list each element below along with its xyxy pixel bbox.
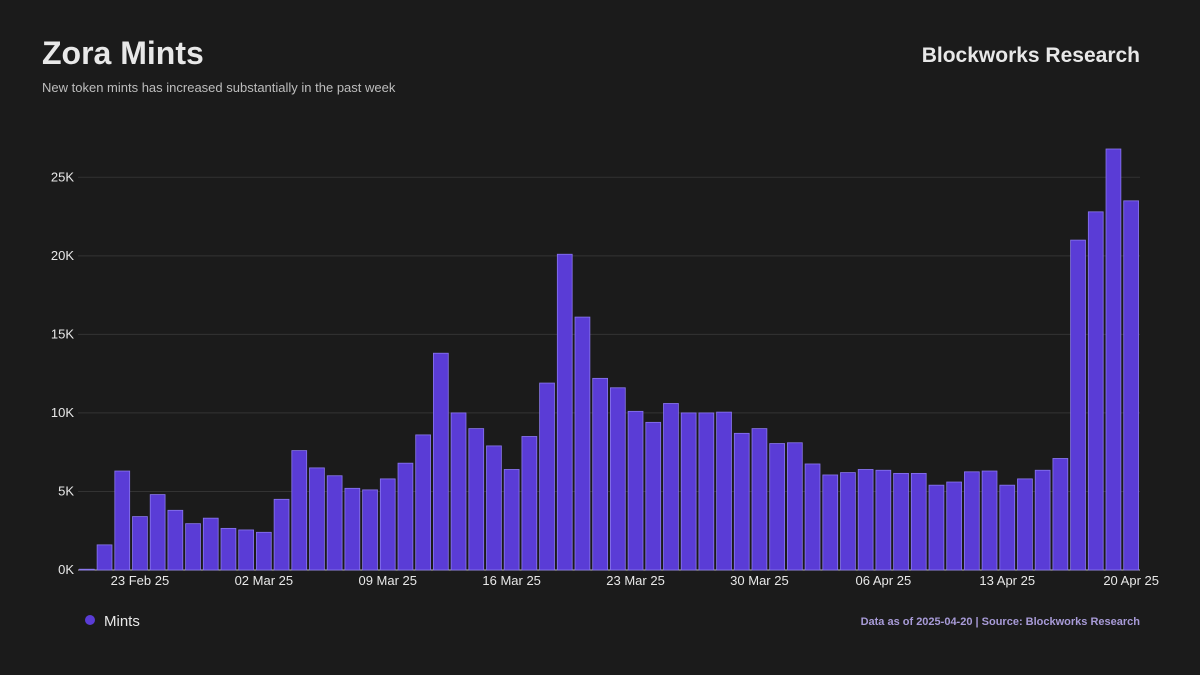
bar (450, 412, 467, 571)
bar (627, 410, 644, 571)
bar (698, 412, 715, 571)
bar (238, 529, 254, 571)
bar (769, 443, 785, 571)
bar (503, 469, 520, 571)
bar (326, 475, 343, 571)
x-tick-label: 06 Apr 25 (856, 573, 912, 588)
bar (787, 442, 803, 571)
bar (185, 523, 201, 571)
bar (592, 377, 608, 571)
bar (202, 517, 219, 571)
bar (433, 352, 449, 571)
chart-title: Zora Mints (42, 35, 204, 71)
bar (804, 463, 821, 571)
bar (539, 382, 555, 571)
bar (1034, 469, 1051, 571)
bar (875, 469, 892, 571)
bar (946, 481, 962, 571)
bar (733, 432, 750, 571)
bar (610, 387, 626, 571)
brand: Blockworks Research (922, 44, 1140, 67)
bar (857, 469, 874, 571)
bar (680, 412, 697, 571)
source-note: Data as of 2025-04-20 | Source: Blockwor… (861, 616, 1141, 628)
chart-subtitle: New token mints has increased substantia… (42, 80, 396, 95)
bar (981, 470, 998, 571)
legend-marker (85, 615, 95, 625)
y-tick-label: 20K (51, 248, 74, 263)
bar (415, 434, 431, 571)
bar (379, 478, 396, 571)
bar (999, 484, 1016, 571)
bar (1070, 239, 1086, 571)
bar (96, 544, 113, 571)
bar (486, 445, 502, 571)
bar (893, 472, 909, 571)
bar (822, 474, 839, 571)
y-tick-label: 5K (58, 483, 74, 498)
bar (167, 509, 184, 571)
bar (468, 428, 485, 571)
y-tick-label: 0K (58, 562, 74, 577)
bar (309, 467, 325, 571)
x-tick-label: 23 Mar 25 (606, 573, 665, 588)
x-tick-label: 02 Mar 25 (235, 573, 294, 588)
bar (1052, 458, 1069, 571)
bar (397, 462, 414, 571)
bar (716, 411, 732, 571)
bar (344, 487, 361, 571)
bar (273, 498, 290, 571)
bar (574, 316, 591, 571)
x-tick-label: 23 Feb 25 (111, 573, 170, 588)
bar (291, 450, 308, 571)
y-tick-label: 10K (51, 405, 74, 420)
bar (1105, 148, 1122, 571)
x-tick-label: 16 Mar 25 (482, 573, 541, 588)
bar (663, 403, 679, 571)
bar (256, 531, 272, 571)
bar (79, 568, 95, 571)
x-tick-label: 13 Apr 25 (979, 573, 1035, 588)
bar (362, 489, 378, 571)
bar (910, 472, 927, 571)
bar (964, 471, 980, 571)
bar (645, 421, 662, 571)
bar (220, 527, 237, 571)
bar (1087, 211, 1104, 571)
bar (1123, 200, 1139, 571)
bar (132, 516, 148, 571)
bar (1017, 478, 1033, 571)
bar (149, 494, 166, 571)
bar (928, 484, 945, 571)
x-tick-label: 30 Mar 25 (730, 573, 789, 588)
bar (751, 428, 768, 571)
y-tick-label: 25K (51, 169, 74, 184)
bar (114, 470, 131, 571)
legend-label: Mints (104, 613, 140, 630)
bar (521, 436, 538, 571)
x-tick-label: 20 Apr 25 (1103, 573, 1159, 588)
x-tick-label: 09 Mar 25 (358, 573, 417, 588)
y-tick-label: 15K (51, 326, 74, 341)
bar (840, 472, 856, 571)
bar (556, 253, 573, 571)
